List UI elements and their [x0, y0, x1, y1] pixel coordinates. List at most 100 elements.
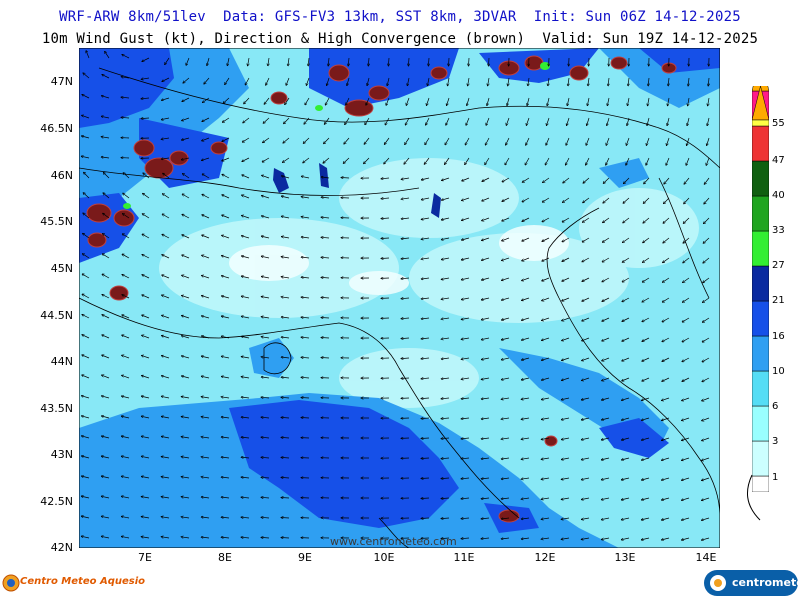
wind-arrow	[261, 216, 270, 219]
wind-arrow	[465, 157, 470, 165]
wind-arrow	[663, 197, 670, 204]
wind-arrow	[481, 257, 490, 260]
wind-arrow	[487, 97, 490, 106]
wind-arrow	[321, 338, 330, 339]
wind-arrow	[444, 157, 450, 165]
wind-arrow	[101, 157, 110, 158]
wind-arrow	[562, 277, 570, 281]
wind-arrow	[627, 97, 630, 106]
wind-arrow	[561, 357, 570, 361]
wind-arrow	[541, 357, 550, 360]
wind-arrow	[281, 317, 290, 318]
wind-arrow	[82, 375, 90, 379]
wind-arrow	[522, 197, 530, 202]
wind-arrow	[347, 77, 350, 86]
wind-arrow	[521, 297, 530, 301]
wind-arrow	[207, 57, 210, 66]
wind-arrow	[501, 438, 510, 439]
wind-arrow	[441, 378, 450, 379]
wind-arrow	[666, 137, 670, 146]
wind-arrow	[102, 74, 110, 79]
wind-arrow	[401, 238, 410, 239]
wind-arrow	[481, 538, 490, 539]
wind-arrow	[162, 275, 170, 279]
wind-arrow	[501, 458, 510, 459]
wind-arrow	[241, 497, 250, 498]
wind-arrow	[86, 51, 90, 59]
wind-arrow	[623, 217, 630, 223]
wind-arrow	[103, 213, 110, 219]
wind-arrow	[562, 197, 570, 203]
wind-arrow	[161, 97, 170, 100]
wind-arrow	[266, 77, 270, 85]
wind-arrow	[281, 337, 290, 338]
wind-arrow	[181, 316, 190, 319]
wind-arrow	[241, 477, 250, 478]
wind-arrow	[582, 357, 590, 361]
wind-arrow	[82, 355, 90, 359]
wind-arrow	[561, 397, 570, 400]
wind-arrow	[521, 418, 530, 419]
wind-arrow	[281, 437, 290, 438]
wind-arrow	[601, 497, 610, 500]
wind-arrow	[461, 197, 470, 201]
wind-arrow	[81, 536, 90, 539]
colorbar-label: 6	[772, 401, 779, 412]
wind-arrow	[121, 536, 130, 539]
wind-arrow	[481, 458, 490, 459]
wind-arrow	[83, 233, 90, 239]
wind-arrow	[121, 516, 130, 519]
wind-arrow	[601, 537, 610, 540]
wind-arrow	[468, 77, 469, 86]
wind-arrow	[221, 497, 230, 498]
wind-arrow	[161, 117, 170, 120]
wind-arrow	[162, 295, 170, 299]
map-subtitle: 10m Wind Gust (kt), Direction & High Con…	[41, 31, 759, 47]
wind-arrow	[105, 51, 110, 59]
wind-arrow	[421, 318, 430, 319]
wind-arrow	[682, 297, 690, 302]
wind-arrow	[641, 497, 650, 500]
wind-arrow	[662, 357, 670, 362]
wind-arrow	[321, 177, 330, 178]
wind-arrow	[661, 477, 670, 480]
wind-arrow	[581, 417, 590, 420]
wind-arrow	[461, 217, 470, 220]
wind-arrow	[281, 377, 290, 378]
wind-arrow	[481, 297, 490, 300]
wind-arrow	[201, 275, 210, 279]
wind-arrow	[601, 437, 610, 440]
wind-arrow	[542, 297, 550, 301]
wind-arrow	[461, 498, 470, 499]
wind-arrow	[301, 297, 310, 298]
wind-arrow	[102, 375, 110, 379]
wind-arrow	[701, 537, 710, 540]
wind-arrow	[707, 137, 710, 146]
wind-arrow	[405, 117, 410, 125]
centrometeo-logo-text: centrometeo	[732, 576, 800, 589]
wind-arrow	[101, 476, 110, 479]
wind-arrow	[663, 237, 670, 243]
wind-arrow	[81, 496, 90, 499]
wind-arrow	[201, 517, 210, 518]
wind-arrow	[683, 257, 690, 263]
snow-white-areas	[229, 225, 569, 295]
wind-arrow	[324, 117, 330, 124]
wind-arrow	[241, 437, 250, 438]
wind-arrow	[642, 257, 650, 263]
wind-arrow	[601, 457, 610, 460]
wind-arrow	[201, 437, 210, 438]
wind-arrow	[587, 97, 590, 106]
wind-arrow	[282, 157, 290, 163]
wind-arrow	[121, 496, 130, 499]
wind-arrow	[341, 178, 350, 179]
wind-arrow	[426, 97, 430, 106]
wind-arrow	[281, 477, 290, 478]
wind-arrow	[241, 296, 250, 299]
wind-arrow	[421, 298, 430, 299]
lon-label: 9E	[298, 551, 312, 564]
wind-arrow	[441, 418, 450, 419]
wind-arrow	[541, 458, 550, 459]
wind-arrow	[82, 94, 90, 99]
wind-arrow	[221, 276, 230, 279]
